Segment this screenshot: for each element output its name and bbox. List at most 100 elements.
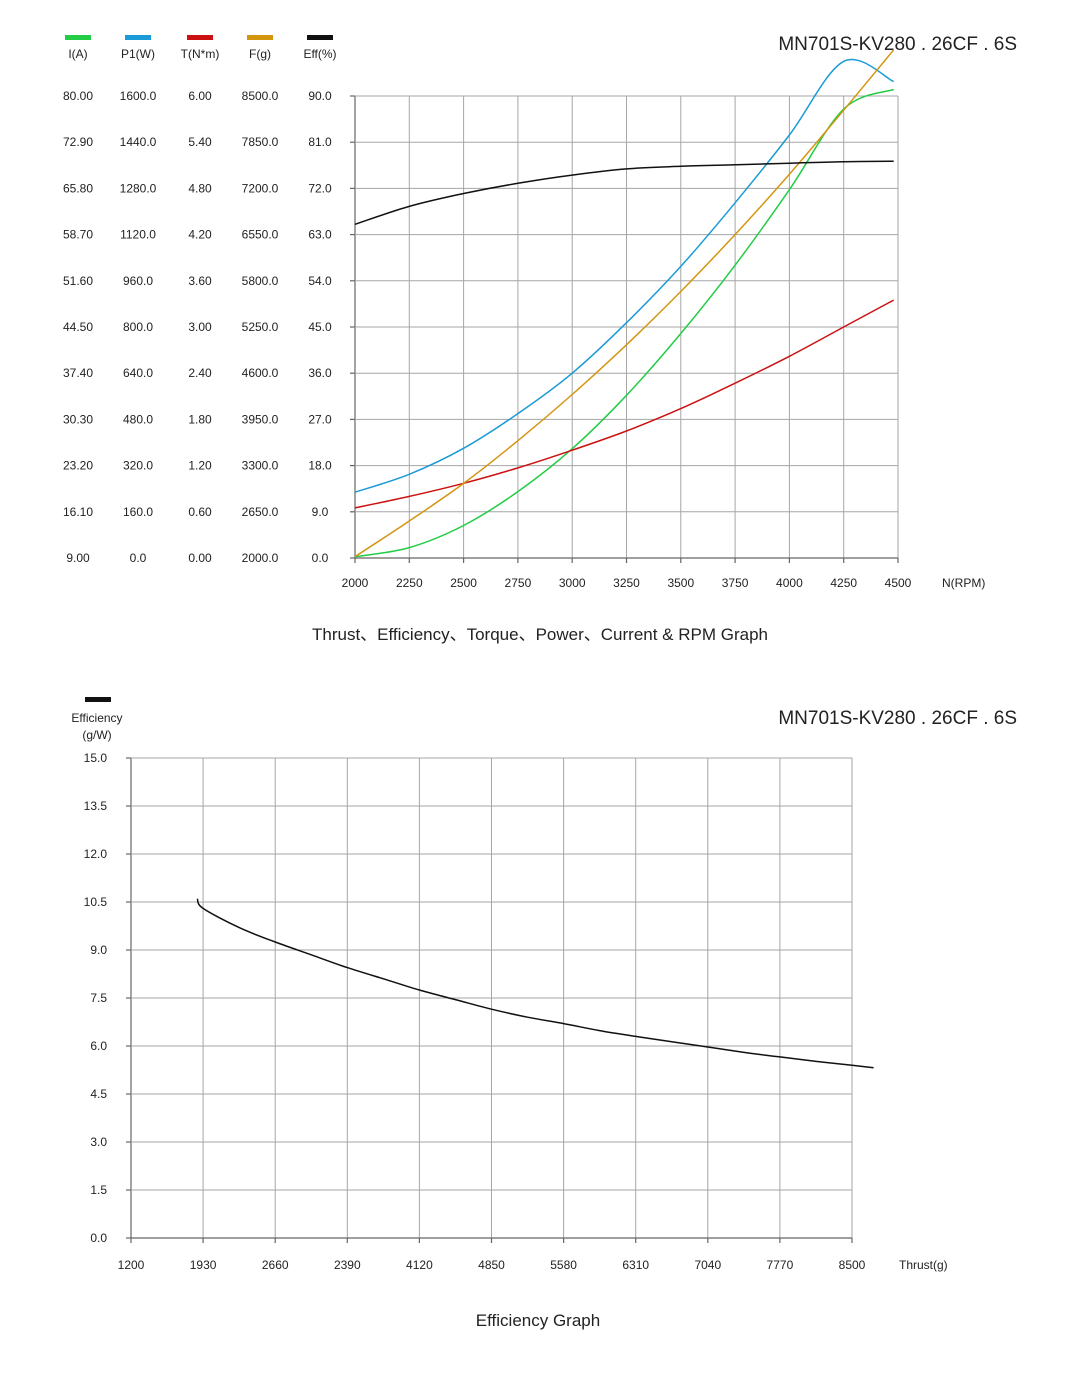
legend-label-Eff: Eff(%) [303, 47, 336, 61]
y-tick-I-8: 23.20 [63, 459, 93, 473]
series-line-Eff [354, 160, 894, 226]
eff-x-tick-8: 7040 [694, 1258, 721, 1272]
y-tick-I-4: 51.60 [63, 274, 93, 288]
eff-x-tick-3: 2390 [334, 1258, 361, 1272]
y-tick-P1-2: 1280.0 [120, 181, 157, 195]
y-tick-P1-1: 1440.0 [120, 135, 157, 149]
efficiency-y-axis-label-line1: Efficiency [71, 711, 122, 725]
efficiency-y-axis-label-line2: (g/W) [82, 728, 111, 742]
rpm-x-tick-10: 4500 [885, 576, 912, 590]
y-tick-P1-6: 640.0 [123, 366, 153, 380]
efficiency-chart-legend: Efficiency (g/W) [71, 697, 123, 742]
y-tick-I-1: 72.90 [63, 135, 93, 149]
eff-y-tick-1: 13.5 [84, 799, 108, 813]
rpm-chart-caption: Thrust、Efficiency、Torque、Power、Current &… [312, 625, 768, 644]
y-tick-F-4: 5800.0 [242, 274, 279, 288]
efficiency-legend-swatch [85, 697, 111, 702]
legend-swatch-T [187, 35, 213, 40]
rpm-chart-model-label: MN701S-KV280 . 26CF . 6S [778, 34, 1017, 55]
efficiency-chart-y-tick-labels: 15.0 13.5 12.0 10.5 9.0 7.5 6.0 4.5 3.0 1.5 0.0 [84, 751, 108, 1245]
y-tick-I-10: 9.00 [66, 551, 90, 565]
efficiency-chart-caption: Efficiency Graph [476, 1311, 600, 1330]
eff-y-tick-7: 4.5 [90, 1087, 107, 1101]
series-line-P1 [354, 58, 895, 493]
efficiency-chart: Efficiency (g/W) MN701S-KV280 . 26CF . 6… [71, 697, 1017, 1330]
y-tick-Eff-9: 9.0 [312, 505, 329, 519]
y-tick-I-0: 80.00 [63, 89, 93, 103]
eff-x-tick-7: 6310 [622, 1258, 649, 1272]
y-tick-T-4: 3.60 [188, 274, 212, 288]
y-tick-T-3: 4.20 [188, 228, 212, 242]
y-tick-Eff-4: 54.0 [308, 274, 332, 288]
eff-x-tick-1: 1930 [190, 1258, 217, 1272]
rpm-chart-grid [350, 95, 899, 563]
rpm-x-tick-6: 3500 [667, 576, 694, 590]
rpm-chart-series [354, 49, 895, 558]
y-tick-Eff-1: 81.0 [308, 135, 332, 149]
eff-x-tick-9: 7770 [767, 1258, 794, 1272]
y-tick-T-1: 5.40 [188, 135, 212, 149]
eff-x-tick-4: 4120 [406, 1258, 433, 1272]
y-tick-Eff-0: 90.0 [308, 89, 332, 103]
legend-swatch-I [65, 35, 91, 40]
rpm-x-tick-2: 2500 [450, 576, 477, 590]
y-tick-P1-10: 0.0 [130, 551, 147, 565]
efficiency-chart-grid [126, 757, 853, 1243]
y-tick-I-6: 37.40 [63, 366, 93, 380]
y-tick-P1-7: 480.0 [123, 412, 153, 426]
eff-y-tick-8: 3.0 [90, 1135, 107, 1149]
eff-x-tick-2: 2660 [262, 1258, 289, 1272]
rpm-x-tick-1: 2250 [396, 576, 423, 590]
eff-x-tick-6: 5580 [550, 1258, 577, 1272]
rpm-x-tick-9: 4250 [830, 576, 857, 590]
efficiency-chart-x-tick-labels: 1200 1930 2660 2390 4120 4850 5580 6310 7040 7770… [118, 1258, 866, 1272]
y-tick-P1-3: 1120.0 [120, 228, 156, 242]
rpm-x-tick-4: 3000 [559, 576, 586, 590]
y-tick-T-8: 1.20 [188, 459, 212, 473]
y-tick-Eff-7: 27.0 [308, 412, 332, 426]
y-tick-I-3: 58.70 [63, 228, 93, 242]
eff-y-tick-6: 6.0 [90, 1039, 107, 1053]
eff-y-tick-3: 10.5 [84, 895, 108, 909]
y-tick-F-9: 2650.0 [242, 505, 279, 519]
rpm-chart: I(A) P1(W) T(N*m) F(g) Eff(%) MN701S-KV280 .… [63, 34, 1017, 644]
y-tick-P1-0: 1600.0 [120, 89, 157, 103]
legend-swatch-P1 [125, 35, 151, 40]
y-tick-T-7: 1.80 [188, 412, 212, 426]
legend-label-T: T(N*m) [181, 47, 220, 61]
y-tick-T-10: 0.00 [188, 551, 212, 565]
y-tick-F-7: 3950.0 [242, 412, 279, 426]
y-tick-Eff-10: 0.0 [312, 551, 329, 565]
y-tick-F-2: 7200.0 [242, 181, 279, 195]
y-tick-T-5: 3.00 [188, 320, 212, 334]
rpm-x-tick-7: 3750 [722, 576, 749, 590]
eff-y-tick-4: 9.0 [90, 943, 107, 957]
rpm-x-tick-5: 3250 [613, 576, 640, 590]
y-tick-Eff-2: 72.0 [308, 181, 332, 195]
rpm-chart-x-axis-label: N(RPM) [942, 576, 985, 590]
legend-swatch-F [247, 35, 273, 40]
rpm-x-tick-0: 2000 [342, 576, 369, 590]
eff-y-tick-2: 12.0 [84, 847, 108, 861]
legend-label-I: I(A) [68, 47, 87, 61]
rpm-chart-x-tick-labels: 2000 2250 2500 2750 3000 3250 3500 3750 4000 4250… [342, 576, 912, 590]
y-tick-P1-9: 160.0 [123, 505, 153, 519]
rpm-x-tick-8: 4000 [776, 576, 803, 590]
eff-x-tick-5: 4850 [478, 1258, 505, 1272]
y-tick-T-9: 0.60 [188, 505, 212, 519]
y-tick-F-6: 4600.0 [242, 366, 279, 380]
legend-label-F: F(g) [249, 47, 271, 61]
y-tick-F-8: 3300.0 [242, 459, 279, 473]
y-tick-P1-8: 320.0 [123, 459, 153, 473]
y-tick-Eff-5: 45.0 [308, 320, 332, 334]
y-tick-F-10: 2000.0 [242, 551, 279, 565]
y-tick-Eff-3: 63.0 [308, 228, 332, 242]
y-tick-F-3: 6550.0 [242, 228, 279, 242]
eff-y-tick-5: 7.5 [90, 991, 107, 1005]
eff-x-tick-10: 8500 [839, 1258, 866, 1272]
y-tick-T-6: 2.40 [188, 366, 212, 380]
y-tick-I-7: 30.30 [63, 412, 93, 426]
series-line-I [354, 88, 894, 558]
y-tick-F-0: 8500.0 [242, 89, 279, 103]
